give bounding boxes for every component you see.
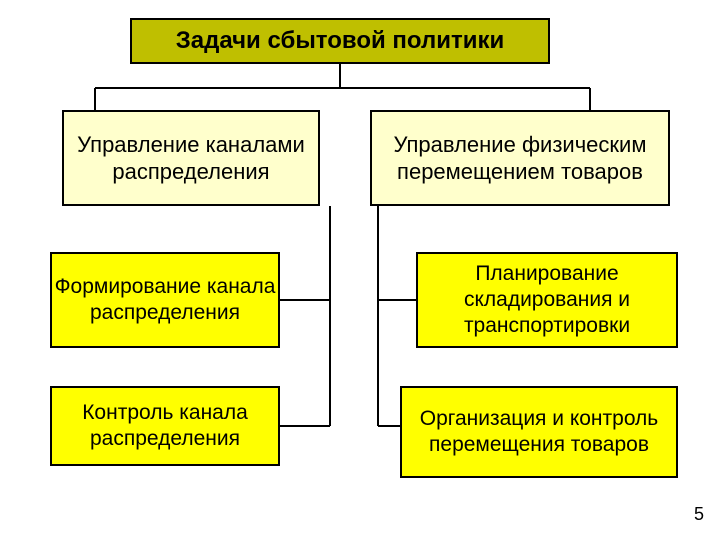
page-number: 5 — [694, 504, 704, 525]
leaf-right-1: Планирование складирования и транспортир… — [416, 252, 678, 348]
leaf-left-1-text: Формирование канала распределения — [52, 274, 278, 327]
leaf-right-2-text: Организация и контроль перемещения товар… — [402, 406, 676, 459]
page-number-text: 5 — [694, 504, 704, 524]
title-box: Задачи сбытовой политики — [130, 18, 550, 64]
title-text: Задачи сбытовой политики — [176, 26, 505, 56]
leaf-right-2: Организация и контроль перемещения товар… — [400, 386, 678, 478]
category-left: Управление каналами распределения — [62, 110, 320, 206]
category-left-text: Управление каналами распределения — [64, 131, 318, 186]
leaf-left-2: Контроль канала распределения — [50, 386, 280, 466]
leaf-left-2-text: Контроль канала распределения — [52, 400, 278, 453]
category-right: Управление физическим перемещением товар… — [370, 110, 670, 206]
leaf-left-1: Формирование канала распределения — [50, 252, 280, 348]
leaf-right-1-text: Планирование складирования и транспортир… — [418, 261, 676, 340]
category-right-text: Управление физическим перемещением товар… — [372, 131, 668, 186]
